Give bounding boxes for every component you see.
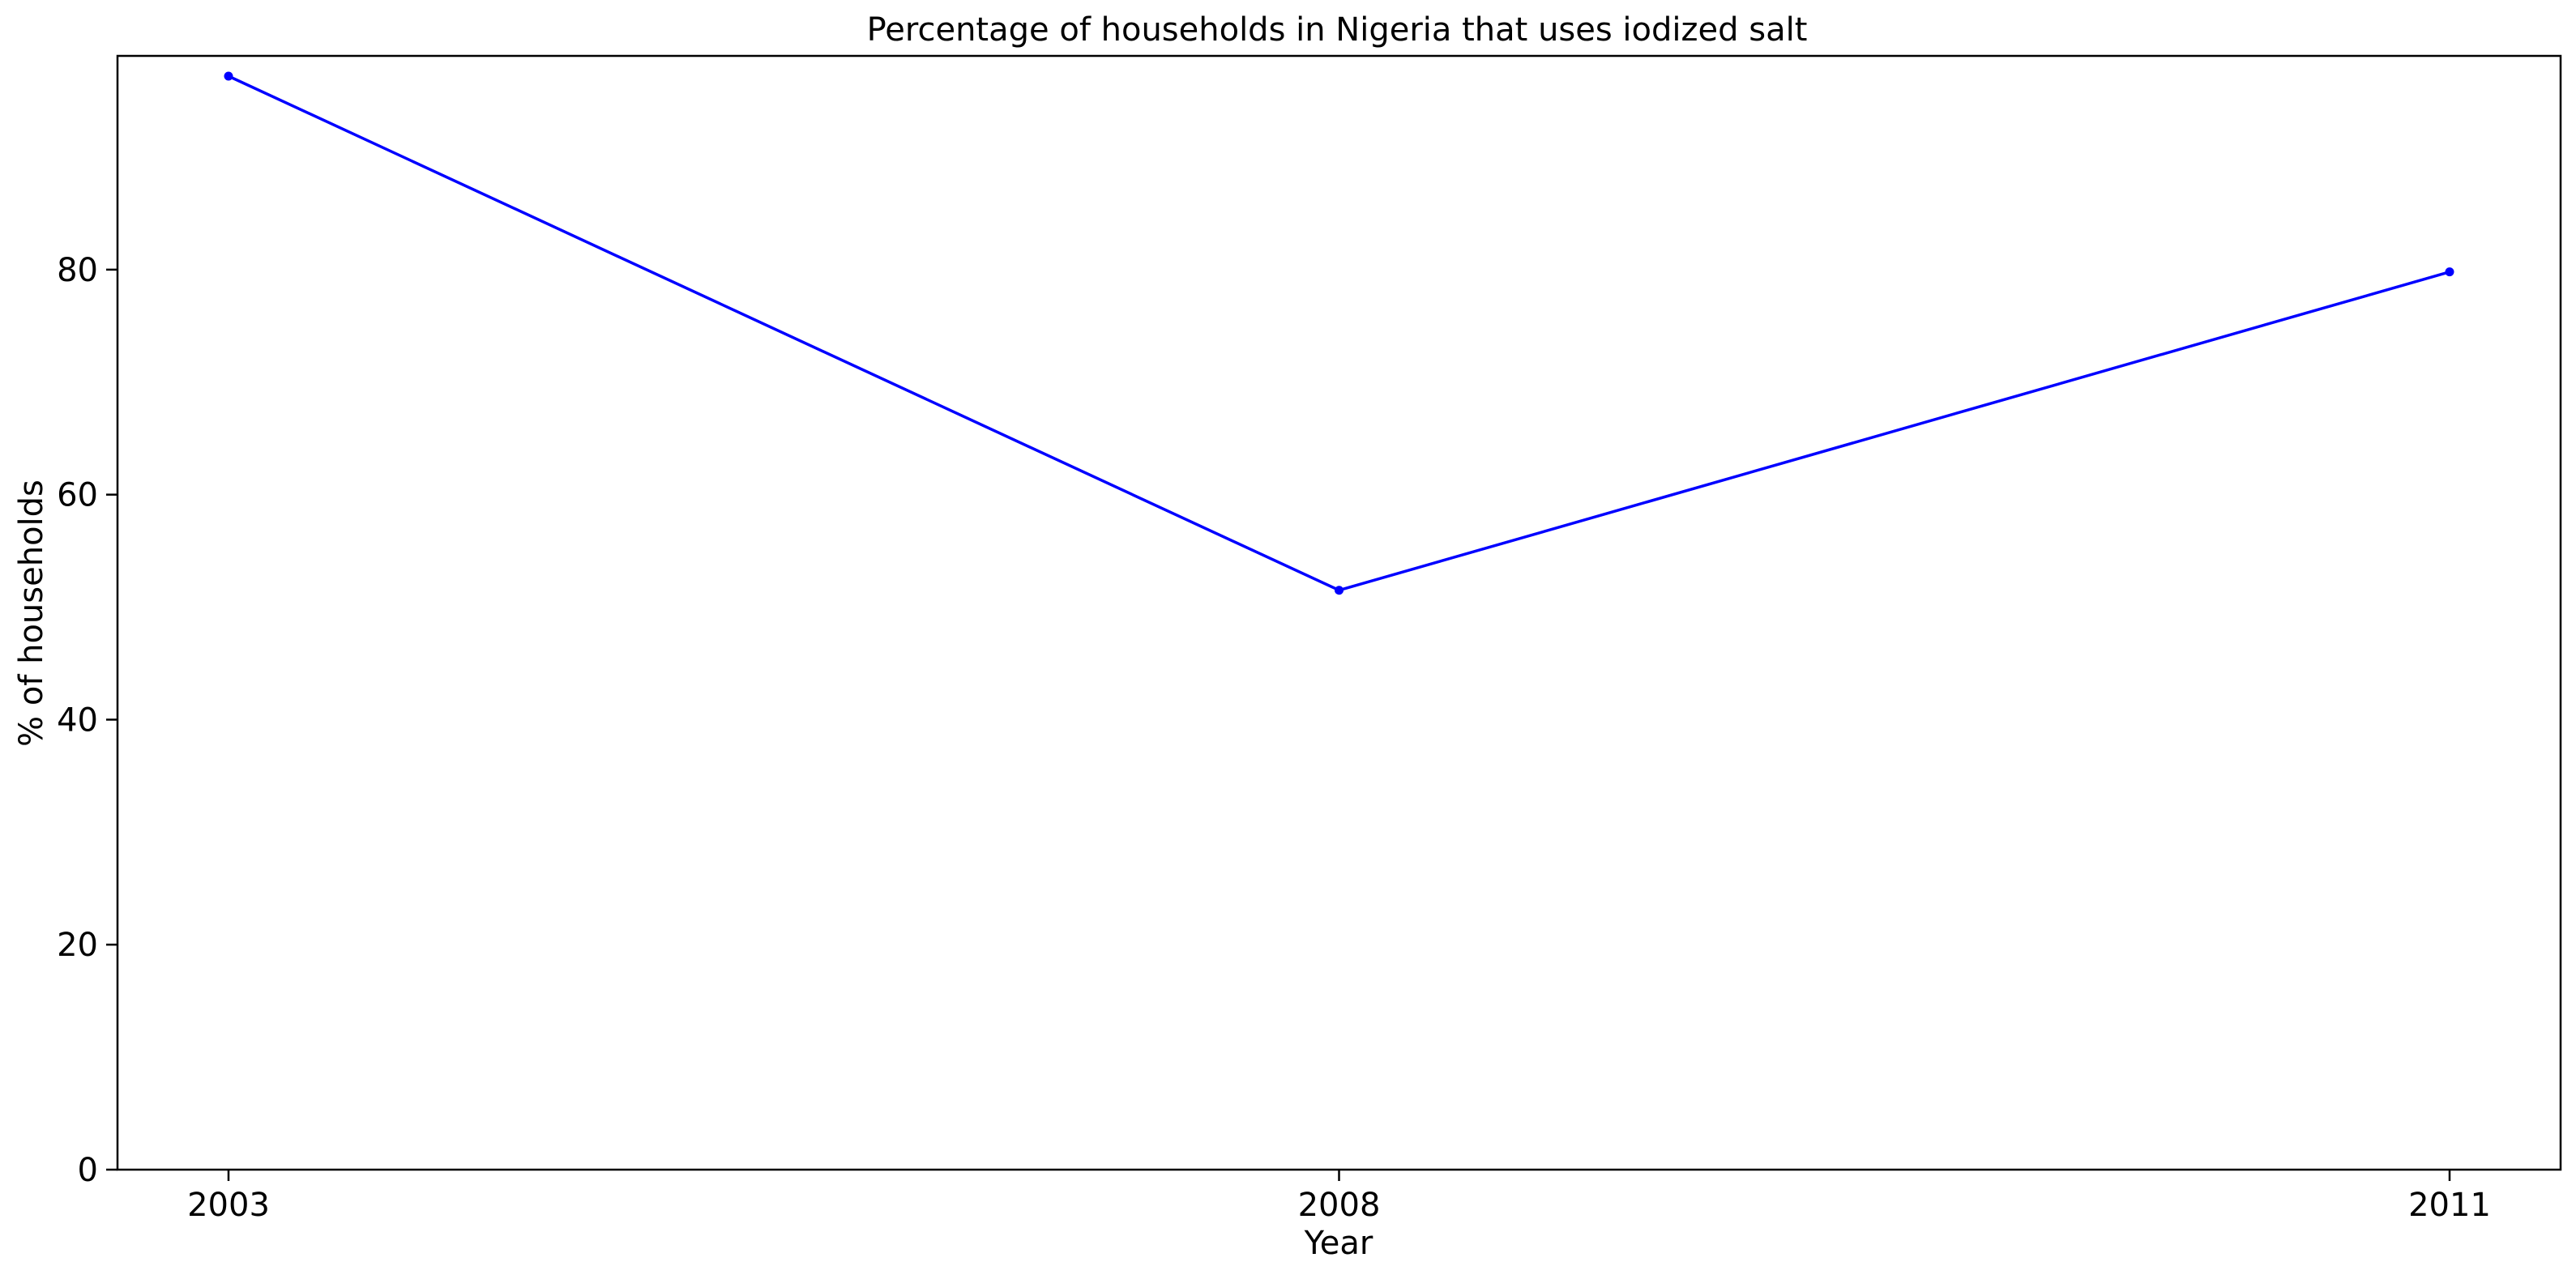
y-axis-ticks: 0 20 40 60 80 bbox=[57, 252, 117, 1189]
y-tick-label: 0 bbox=[78, 1152, 98, 1189]
data-point bbox=[1335, 586, 1344, 595]
x-axis-label: Year bbox=[1304, 1225, 1373, 1262]
x-axis-ticks: 2003 2008 2011 bbox=[187, 1170, 2491, 1224]
x-tick-label: 2003 bbox=[187, 1187, 270, 1224]
plot-area-frame bbox=[116, 54, 2562, 1171]
y-tick-label: 80 bbox=[57, 252, 98, 289]
data-point bbox=[2445, 267, 2454, 277]
data-point bbox=[224, 71, 233, 81]
y-tick-label: 60 bbox=[57, 477, 98, 514]
series-layer bbox=[224, 71, 2454, 595]
y-tick-label: 40 bbox=[57, 701, 98, 739]
series-line bbox=[228, 75, 2450, 592]
y-axis-label: % of households bbox=[13, 480, 50, 747]
x-tick-label: 2011 bbox=[2408, 1187, 2491, 1224]
y-tick-label: 20 bbox=[57, 927, 98, 964]
x-tick-label: 2008 bbox=[1298, 1187, 1381, 1224]
chart-title: Percentage of households in Nigeria that… bbox=[867, 11, 1808, 49]
